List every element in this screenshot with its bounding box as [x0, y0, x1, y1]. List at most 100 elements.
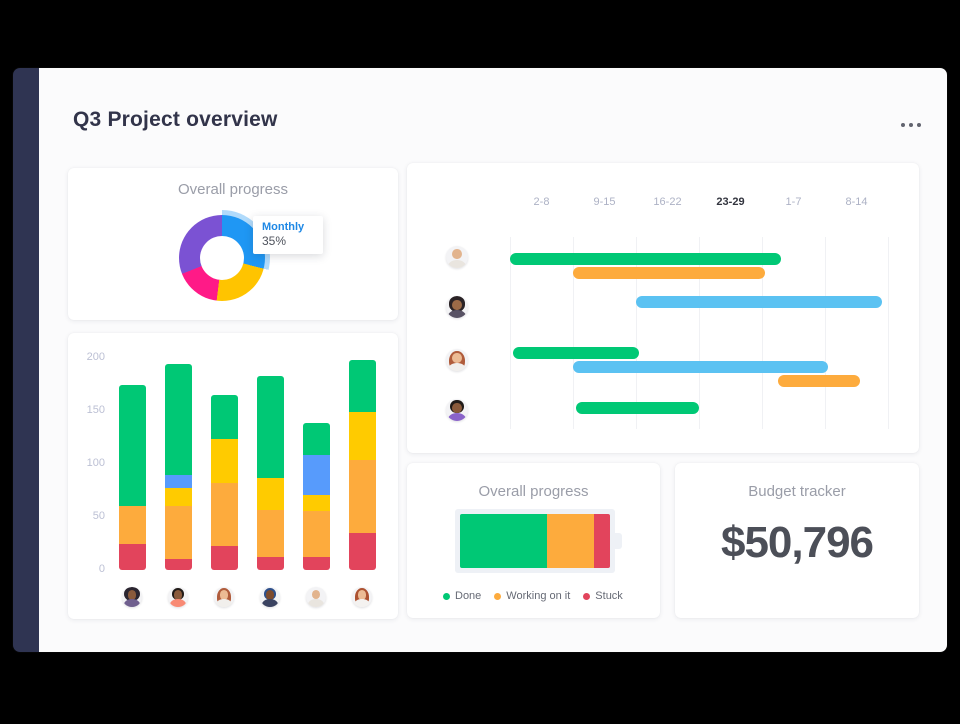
y-axis-tick-label: 150	[86, 404, 105, 416]
gantt-task-bar	[636, 296, 882, 308]
timeline-gantt-card: 2-8 9-15 16-22 23-29 1-7 8-14	[407, 163, 919, 453]
gantt-week-label[interactable]: 23-29	[716, 196, 745, 208]
bar-segment-yellow	[302, 494, 330, 511]
avatar	[352, 587, 372, 607]
stacked-bar	[302, 422, 330, 570]
window-left-spine	[13, 68, 39, 652]
stacked-bar	[118, 384, 146, 570]
bar-segment-working	[210, 483, 238, 546]
stacked-bar	[348, 360, 376, 570]
dashboard-panel: Q3 Project overview Overall progress Mon…	[39, 68, 947, 652]
progress-battery	[455, 509, 615, 573]
bar-segment-stuck	[256, 557, 284, 570]
stacked-bar	[210, 395, 238, 570]
gantt-task-bar	[513, 347, 640, 359]
card-title: Overall progress	[478, 483, 589, 500]
stacked-bar-chart-card: 0 50 100 150 200	[68, 333, 398, 619]
avatar	[214, 587, 234, 607]
bar-segment-blue	[302, 454, 330, 495]
gantt-gridline	[573, 237, 574, 429]
legend-label: Stuck	[595, 590, 623, 602]
budget-tracker-card: Budget tracker $50,796	[675, 463, 919, 618]
gantt-gridline	[699, 237, 700, 429]
gantt-gridline	[636, 237, 637, 429]
y-axis-tick-label: 0	[98, 563, 105, 575]
overall-progress-donut-card: Overall progress Monthly 35%	[68, 168, 398, 320]
bar-segment-yellow	[164, 488, 192, 507]
gantt-week-label[interactable]: 8-14	[845, 196, 868, 208]
gantt-gridline	[888, 237, 889, 429]
avatar	[122, 587, 142, 607]
overall-progress-bar-card: Overall progress Done Working on it Stuck	[407, 463, 660, 618]
legend-dot	[494, 592, 502, 600]
status-legend: Done Working on it Stuck	[443, 590, 623, 602]
gantt-task-bar	[573, 267, 766, 279]
bar-segment-done	[210, 395, 238, 439]
y-axis-tick-label: 100	[86, 457, 105, 469]
tooltip-label: Monthly	[262, 221, 305, 233]
bar-segment-blue	[164, 474, 192, 489]
bar-segment-stuck	[118, 543, 146, 570]
avatar	[306, 587, 326, 607]
dashboard-window: Q3 Project overview Overall progress Mon…	[13, 68, 947, 652]
y-axis-tick-label: 200	[86, 351, 105, 363]
gantt-task-bar	[510, 253, 781, 265]
bar-segment-stuck	[348, 532, 376, 570]
more-options-button[interactable]	[894, 116, 928, 134]
bar-segment-working	[164, 506, 192, 560]
bar-segment-stuck	[210, 545, 238, 570]
progress-segment-stuck	[593, 514, 610, 568]
legend-item: Working on it	[494, 590, 570, 602]
y-axis-tick-label: 50	[92, 510, 105, 522]
gantt-week-label[interactable]: 16-22	[653, 196, 682, 208]
gantt-week-label[interactable]: 2-8	[533, 196, 550, 208]
bar-segment-working	[348, 459, 376, 533]
legend-label: Done	[455, 590, 482, 602]
gantt-gridline	[510, 237, 511, 429]
bar-segment-working	[302, 510, 330, 558]
budget-amount: $50,796	[720, 518, 874, 567]
avatar	[446, 399, 468, 421]
battery-cap	[615, 533, 622, 549]
tooltip-value: 35%	[262, 234, 287, 248]
card-title: Budget tracker	[748, 483, 846, 500]
avatar	[446, 296, 468, 318]
bar-segment-yellow	[256, 477, 284, 510]
avatar	[446, 349, 468, 371]
donut-tooltip: Monthly 35%	[253, 216, 323, 254]
gantt-gridline	[825, 237, 826, 429]
bar-segment-stuck	[164, 559, 192, 570]
bar-segment-working	[118, 506, 146, 544]
legend-item: Done	[443, 590, 481, 602]
bar-segment-done	[164, 364, 192, 475]
legend-dot	[443, 592, 450, 600]
card-title: Overall progress	[177, 181, 289, 198]
stacked-bar	[164, 364, 192, 570]
bar-segment-done	[256, 376, 284, 478]
bar-segment-done	[348, 360, 376, 413]
legend-item: Stuck	[583, 590, 623, 602]
gantt-task-bar	[777, 375, 860, 387]
progress-bar	[460, 514, 610, 568]
gantt-week-label[interactable]: 9-15	[593, 196, 616, 208]
gantt-task-bar	[576, 402, 699, 414]
bar-segment-yellow	[348, 412, 376, 460]
bar-segment-stuck	[302, 557, 330, 570]
legend-label: Working on it	[506, 590, 571, 602]
donut-hole	[200, 236, 244, 280]
legend-dot	[583, 592, 591, 600]
ellipsis-icon	[901, 123, 905, 127]
progress-segment-working-on-it	[547, 514, 594, 568]
bar-segment-working	[256, 509, 284, 558]
bar-segment-done	[118, 384, 146, 507]
bar-segment-yellow	[210, 438, 238, 484]
avatar	[260, 587, 280, 607]
avatar	[446, 246, 468, 268]
bar-segment-done	[302, 422, 330, 455]
page-title: Q3 Project overview	[73, 108, 278, 131]
gantt-week-label[interactable]: 1-7	[785, 196, 802, 208]
gantt-gridline	[762, 237, 763, 429]
progress-segment-done	[460, 514, 547, 568]
gantt-task-bar	[573, 361, 829, 373]
